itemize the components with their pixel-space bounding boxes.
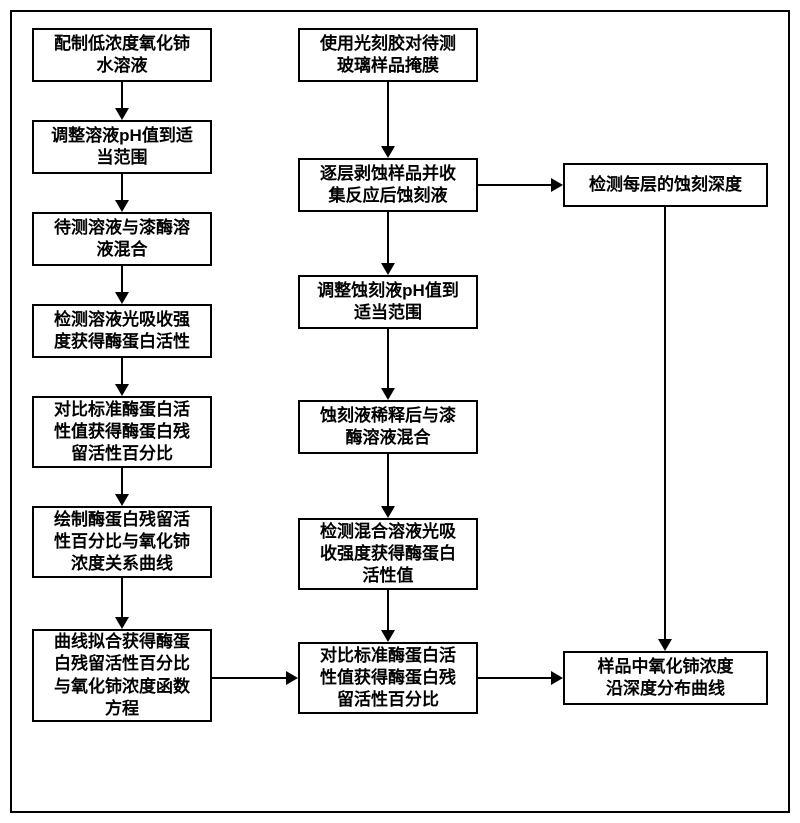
node-b4: 蚀刻液稀释后与漆酶溶液混合	[298, 400, 478, 454]
node-a7: 曲线拟合获得酶蛋白残留活性百分比与氧化铈浓度函数方程	[32, 629, 212, 722]
arrow-b3-b4	[387, 329, 389, 388]
node-c2: 样品中氧化铈浓度沿深度分布曲线	[563, 651, 768, 705]
node-a6: 绘制酶蛋白残留活性百分比与氧化铈浓度关系曲线	[32, 506, 212, 578]
arrow-a5-a6	[121, 468, 123, 494]
arrowhead-b3-b4	[381, 388, 395, 400]
arrow-b1-b2	[387, 82, 389, 146]
arrowhead-a2-a3	[115, 200, 129, 212]
arrowhead-a6-a7	[115, 617, 129, 629]
arrow-b2-c1	[478, 184, 551, 186]
arrow-a1-a2	[121, 82, 123, 108]
node-b1: 使用光刻胶对待测玻璃样品掩膜	[298, 28, 478, 82]
arrowhead-b1-b2	[381, 146, 395, 158]
arrowhead-a3-a4	[115, 292, 129, 304]
arrow-c1-c2	[664, 207, 666, 639]
arrow-b2-b3	[387, 212, 389, 263]
node-a1: 配制低浓度氧化铈水溶液	[32, 28, 212, 82]
arrowhead-a5-a6	[115, 494, 129, 506]
node-a3: 待测溶液与漆酶溶液混合	[32, 212, 212, 266]
arrowhead-c1-c2	[658, 639, 672, 651]
node-a5: 对比标准酶蛋白活性值获得酶蛋白残留活性百分比	[32, 396, 212, 468]
arrow-a7-b6	[212, 677, 286, 679]
arrow-b6-c2	[478, 677, 551, 679]
node-a4: 检测溶液光吸收强度获得酶蛋白活性	[32, 304, 212, 358]
node-b3: 调整蚀刻液pH值到适当范围	[298, 275, 478, 329]
node-c1: 检测每层的蚀刻深度	[563, 163, 768, 207]
arrowhead-b4-b5	[381, 506, 395, 518]
arrowhead-a1-a2	[115, 108, 129, 120]
arrow-b4-b5	[387, 454, 389, 506]
node-b2: 逐层剥蚀样品并收集反应后蚀刻液	[298, 158, 478, 212]
arrow-a4-a5	[121, 358, 123, 384]
arrowhead-b6-c2	[551, 671, 563, 685]
arrowhead-a7-b6	[286, 671, 298, 685]
arrow-a6-a7	[121, 578, 123, 617]
arrowhead-b2-b3	[381, 263, 395, 275]
arrowhead-a4-a5	[115, 384, 129, 396]
node-b5: 检测混合溶液光吸收强度获得酶蛋白活性值	[298, 518, 478, 590]
arrow-a2-a3	[121, 174, 123, 200]
arrowhead-b5-b6	[381, 630, 395, 642]
node-b6: 对比标准酶蛋白活性值获得酶蛋白残留活性百分比	[298, 642, 478, 714]
arrow-b5-b6	[387, 590, 389, 630]
arrowhead-b2-c1	[551, 178, 563, 192]
arrow-a3-a4	[121, 266, 123, 292]
node-a2: 调整溶液pH值到适当范围	[32, 120, 212, 174]
